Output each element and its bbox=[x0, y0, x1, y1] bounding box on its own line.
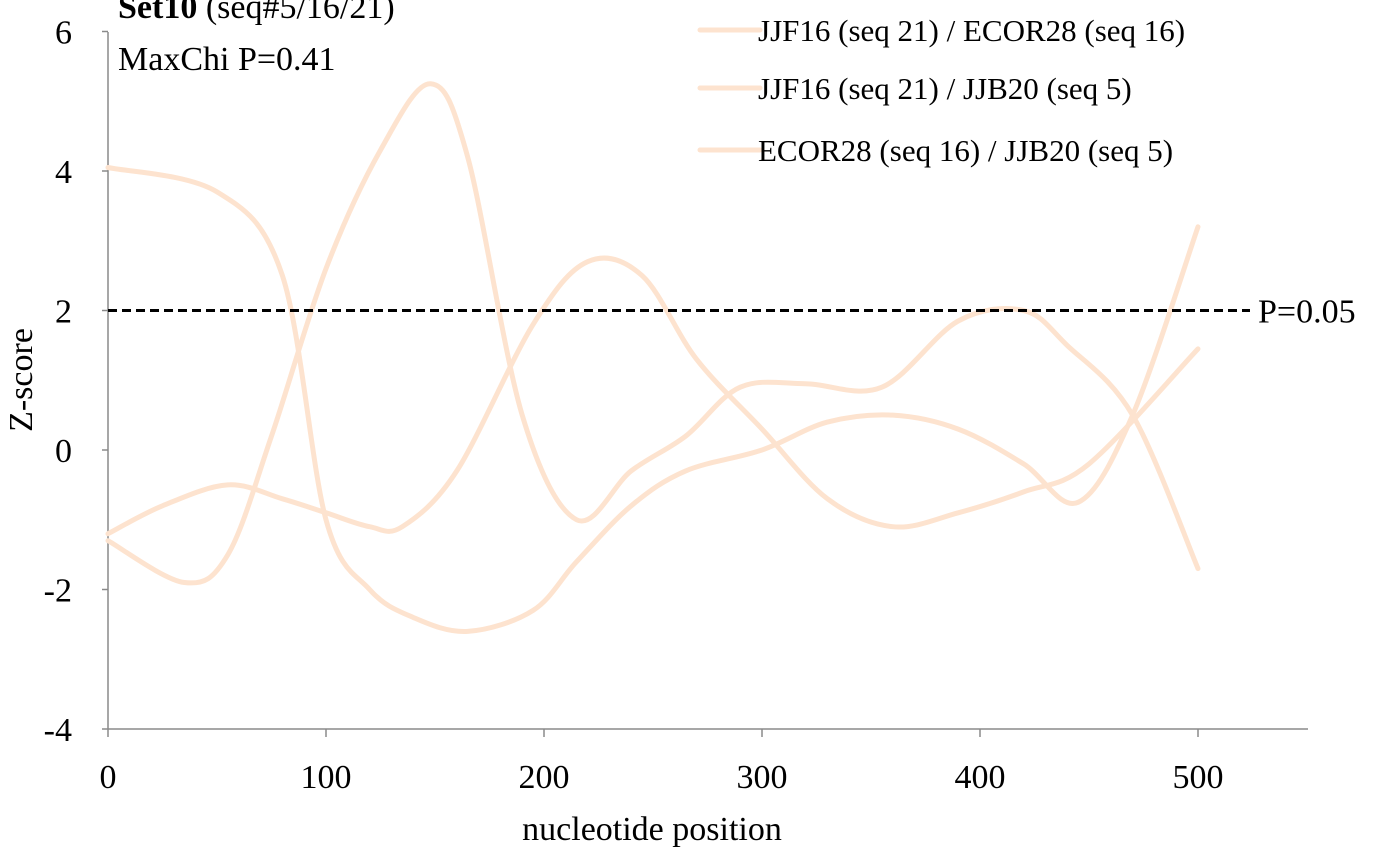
y-tick-label: 6 bbox=[55, 15, 72, 52]
legend-label-3: ECOR28 (seq 16) / JJB20 (seq 5) bbox=[758, 133, 1173, 168]
axes: -4 -2 0 2 4 6 0 100 200 300 400 500 bbox=[44, 15, 1308, 796]
series-line-1 bbox=[105, 81, 1201, 586]
x-tick-label: 200 bbox=[519, 759, 570, 796]
threshold-label: P=0.05 bbox=[1258, 294, 1356, 331]
y-axis-label: Z-score bbox=[3, 328, 40, 432]
y-tick-label: -2 bbox=[44, 573, 72, 610]
x-axis-label: nucleotide position bbox=[522, 811, 782, 847]
legend-label-1: JJF16 (seq 21) / ECOR28 (seq 16) bbox=[758, 13, 1185, 48]
x-tick-label: 500 bbox=[1173, 759, 1224, 796]
chart-subtitle: MaxChi P=0.41 bbox=[118, 41, 336, 78]
threshold-layer: P=0.05 bbox=[108, 294, 1356, 331]
x-tick-label: 300 bbox=[737, 759, 788, 796]
x-tick-label: 100 bbox=[301, 759, 352, 796]
y-tick-label: -4 bbox=[44, 712, 72, 749]
legend-label-2: JJF16 (seq 21) / JJB20 (seq 5) bbox=[758, 71, 1132, 106]
chart-title-rest: (seq#5/16/21) bbox=[197, 0, 394, 26]
x-tick-label: 0 bbox=[100, 759, 117, 796]
series-line-2 bbox=[105, 165, 1201, 634]
y-tick-label: 4 bbox=[55, 154, 72, 191]
chart-title-bold: Set10 bbox=[118, 0, 197, 26]
legend: JJF16 (seq 21) / ECOR28 (seq 16) JJF16 (s… bbox=[697, 13, 1185, 168]
series-layer bbox=[105, 81, 1201, 634]
x-tick-label: 400 bbox=[955, 759, 1006, 796]
chart-title: Set10 (seq#5/16/21) bbox=[118, 0, 395, 26]
y-tick-label: 0 bbox=[55, 433, 72, 470]
series-line-3 bbox=[105, 255, 1201, 537]
y-tick-label: 2 bbox=[55, 294, 72, 331]
